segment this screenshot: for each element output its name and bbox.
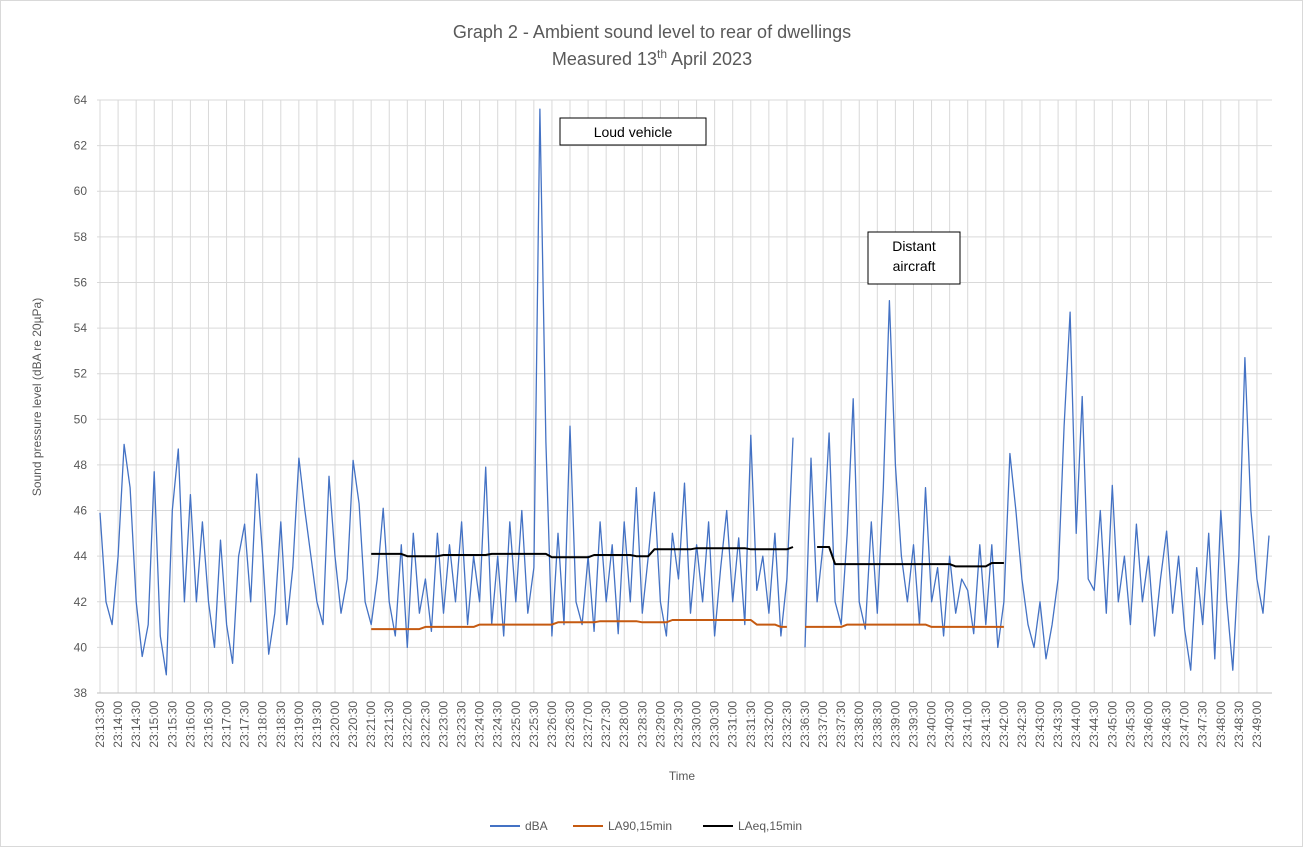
- x-tick-label: 23:45:30: [1123, 701, 1137, 748]
- x-tick-label: 23:37:00: [816, 701, 830, 748]
- x-tick-label: 23:47:30: [1196, 701, 1210, 748]
- x-tick-label: 23:30:00: [690, 701, 704, 748]
- x-tick-label: 23:25:00: [509, 701, 523, 748]
- x-tick-label: 23:24:30: [491, 701, 505, 748]
- annotation-text: Distant: [892, 238, 936, 254]
- x-tick-label: 23:49:00: [1250, 701, 1264, 748]
- x-tick-label: 23:16:00: [183, 701, 197, 748]
- x-tick-label: 23:29:00: [653, 701, 667, 748]
- x-tick-label: 23:29:30: [671, 701, 685, 748]
- x-tick-label: 23:27:30: [599, 701, 613, 748]
- y-tick-label: 50: [74, 412, 88, 426]
- x-tick-label: 23:38:30: [870, 701, 884, 748]
- y-tick-label: 64: [74, 93, 88, 107]
- y-tick-label: 56: [74, 275, 88, 289]
- x-tick-label: 23:44:30: [1087, 701, 1101, 748]
- x-tick-label: 23:46:00: [1141, 701, 1155, 748]
- series-line: [371, 546, 1004, 568]
- x-tick-label: 23:43:30: [1051, 701, 1065, 748]
- x-tick-label: 23:48:00: [1214, 701, 1228, 748]
- x-tick-label: 23:14:00: [111, 701, 125, 748]
- annotation-box: [867, 231, 961, 285]
- subtitle-part: Measured 13: [552, 49, 657, 69]
- annotation-text: Loud vehicle: [594, 124, 673, 140]
- x-tick-label: 23:43:00: [1033, 701, 1047, 748]
- x-tick-label: 23:13:30: [93, 701, 107, 748]
- x-tick-label: 23:40:00: [925, 701, 939, 748]
- x-tick-label: 23:25:30: [527, 701, 541, 748]
- x-tick-label: 23:32:00: [762, 701, 776, 748]
- x-tick-label: 23:23:30: [455, 701, 469, 748]
- annotation-box: [559, 117, 707, 146]
- series-line: [99, 108, 1270, 676]
- x-tick-label: 23:38:00: [852, 701, 866, 748]
- x-tick-label: 23:42:30: [1015, 701, 1029, 748]
- x-tick-label: 23:36:30: [798, 701, 812, 748]
- legend-label: LAeq,15min: [738, 819, 802, 833]
- x-tick-label: 23:40:30: [943, 701, 957, 748]
- x-tick-label: 23:39:30: [906, 701, 920, 748]
- x-tick-label: 23:16:30: [201, 701, 215, 748]
- x-tick-label: 23:26:30: [563, 701, 577, 748]
- x-tick-label: 23:23:00: [436, 701, 450, 748]
- x-tick-label: 23:31:30: [744, 701, 758, 748]
- y-tick-label: 46: [74, 504, 88, 518]
- chart-title: Graph 2 - Ambient sound level to rear of…: [453, 22, 851, 42]
- x-tick-label: 23:21:00: [364, 701, 378, 748]
- x-tick-label: 23:31:00: [726, 701, 740, 748]
- x-tick-label: 23:18:00: [256, 701, 270, 748]
- x-tick-label: 23:32:30: [780, 701, 794, 748]
- series-line: [371, 619, 1004, 631]
- x-axis-label: Time: [669, 769, 696, 783]
- x-tick-label: 23:28:30: [635, 701, 649, 748]
- x-tick-label: 23:20:00: [328, 701, 342, 748]
- x-tick-label: 23:41:00: [961, 701, 975, 748]
- y-tick-label: 62: [74, 139, 88, 153]
- y-tick-label: 48: [74, 458, 88, 472]
- y-tick-label: 42: [74, 595, 88, 609]
- y-axis-label: Sound pressure level (dBA re 20µPa): [30, 298, 44, 496]
- x-tick-label: 23:24:00: [473, 701, 487, 748]
- x-tick-label: 23:44:00: [1069, 701, 1083, 748]
- y-tick-label: 54: [74, 321, 88, 335]
- annotation-text: aircraft: [893, 258, 936, 274]
- x-tick-label: 23:22:30: [418, 701, 432, 748]
- x-tick-label: 23:15:30: [165, 701, 179, 748]
- x-tick-label: 23:14:30: [129, 701, 143, 748]
- x-tick-label: 23:27:00: [581, 701, 595, 748]
- x-tick-label: 23:39:00: [888, 701, 902, 748]
- y-tick-label: 40: [74, 640, 88, 654]
- legend-label: LA90,15min: [608, 819, 672, 833]
- x-tick-label: 23:42:00: [997, 701, 1011, 748]
- legend-label: dBA: [525, 819, 548, 833]
- x-tick-label: 23:37:30: [834, 701, 848, 748]
- x-tick-label: 23:22:00: [400, 701, 414, 748]
- x-tick-label: 23:26:00: [545, 701, 559, 748]
- y-tick-label: 60: [74, 184, 88, 198]
- x-tick-label: 23:47:00: [1178, 701, 1192, 748]
- subtitle-part: April 2023: [667, 49, 752, 69]
- x-tick-label: 23:19:30: [310, 701, 324, 748]
- subtitle-superscript: th: [657, 47, 667, 61]
- x-tick-label: 23:21:30: [382, 701, 396, 748]
- x-tick-label: 23:15:00: [147, 701, 161, 748]
- x-tick-label: 23:18:30: [274, 701, 288, 748]
- y-tick-label: 44: [74, 549, 88, 563]
- y-tick-label: 52: [74, 367, 88, 381]
- y-tick-label: 38: [74, 686, 88, 700]
- x-tick-label: 23:17:00: [220, 701, 234, 748]
- x-tick-label: 23:46:30: [1160, 701, 1174, 748]
- x-tick-label: 23:30:30: [708, 701, 722, 748]
- x-tick-label: 23:41:30: [979, 701, 993, 748]
- x-tick-label: 23:17:30: [238, 701, 252, 748]
- y-tick-label: 58: [74, 230, 88, 244]
- x-tick-label: 23:19:00: [292, 701, 306, 748]
- x-tick-label: 23:28:00: [617, 701, 631, 748]
- x-tick-label: 23:45:00: [1105, 701, 1119, 748]
- chart-subtitle: Measured 13th April 2023: [552, 47, 752, 69]
- x-tick-label: 23:48:30: [1232, 701, 1246, 748]
- x-tick-label: 23:20:30: [346, 701, 360, 748]
